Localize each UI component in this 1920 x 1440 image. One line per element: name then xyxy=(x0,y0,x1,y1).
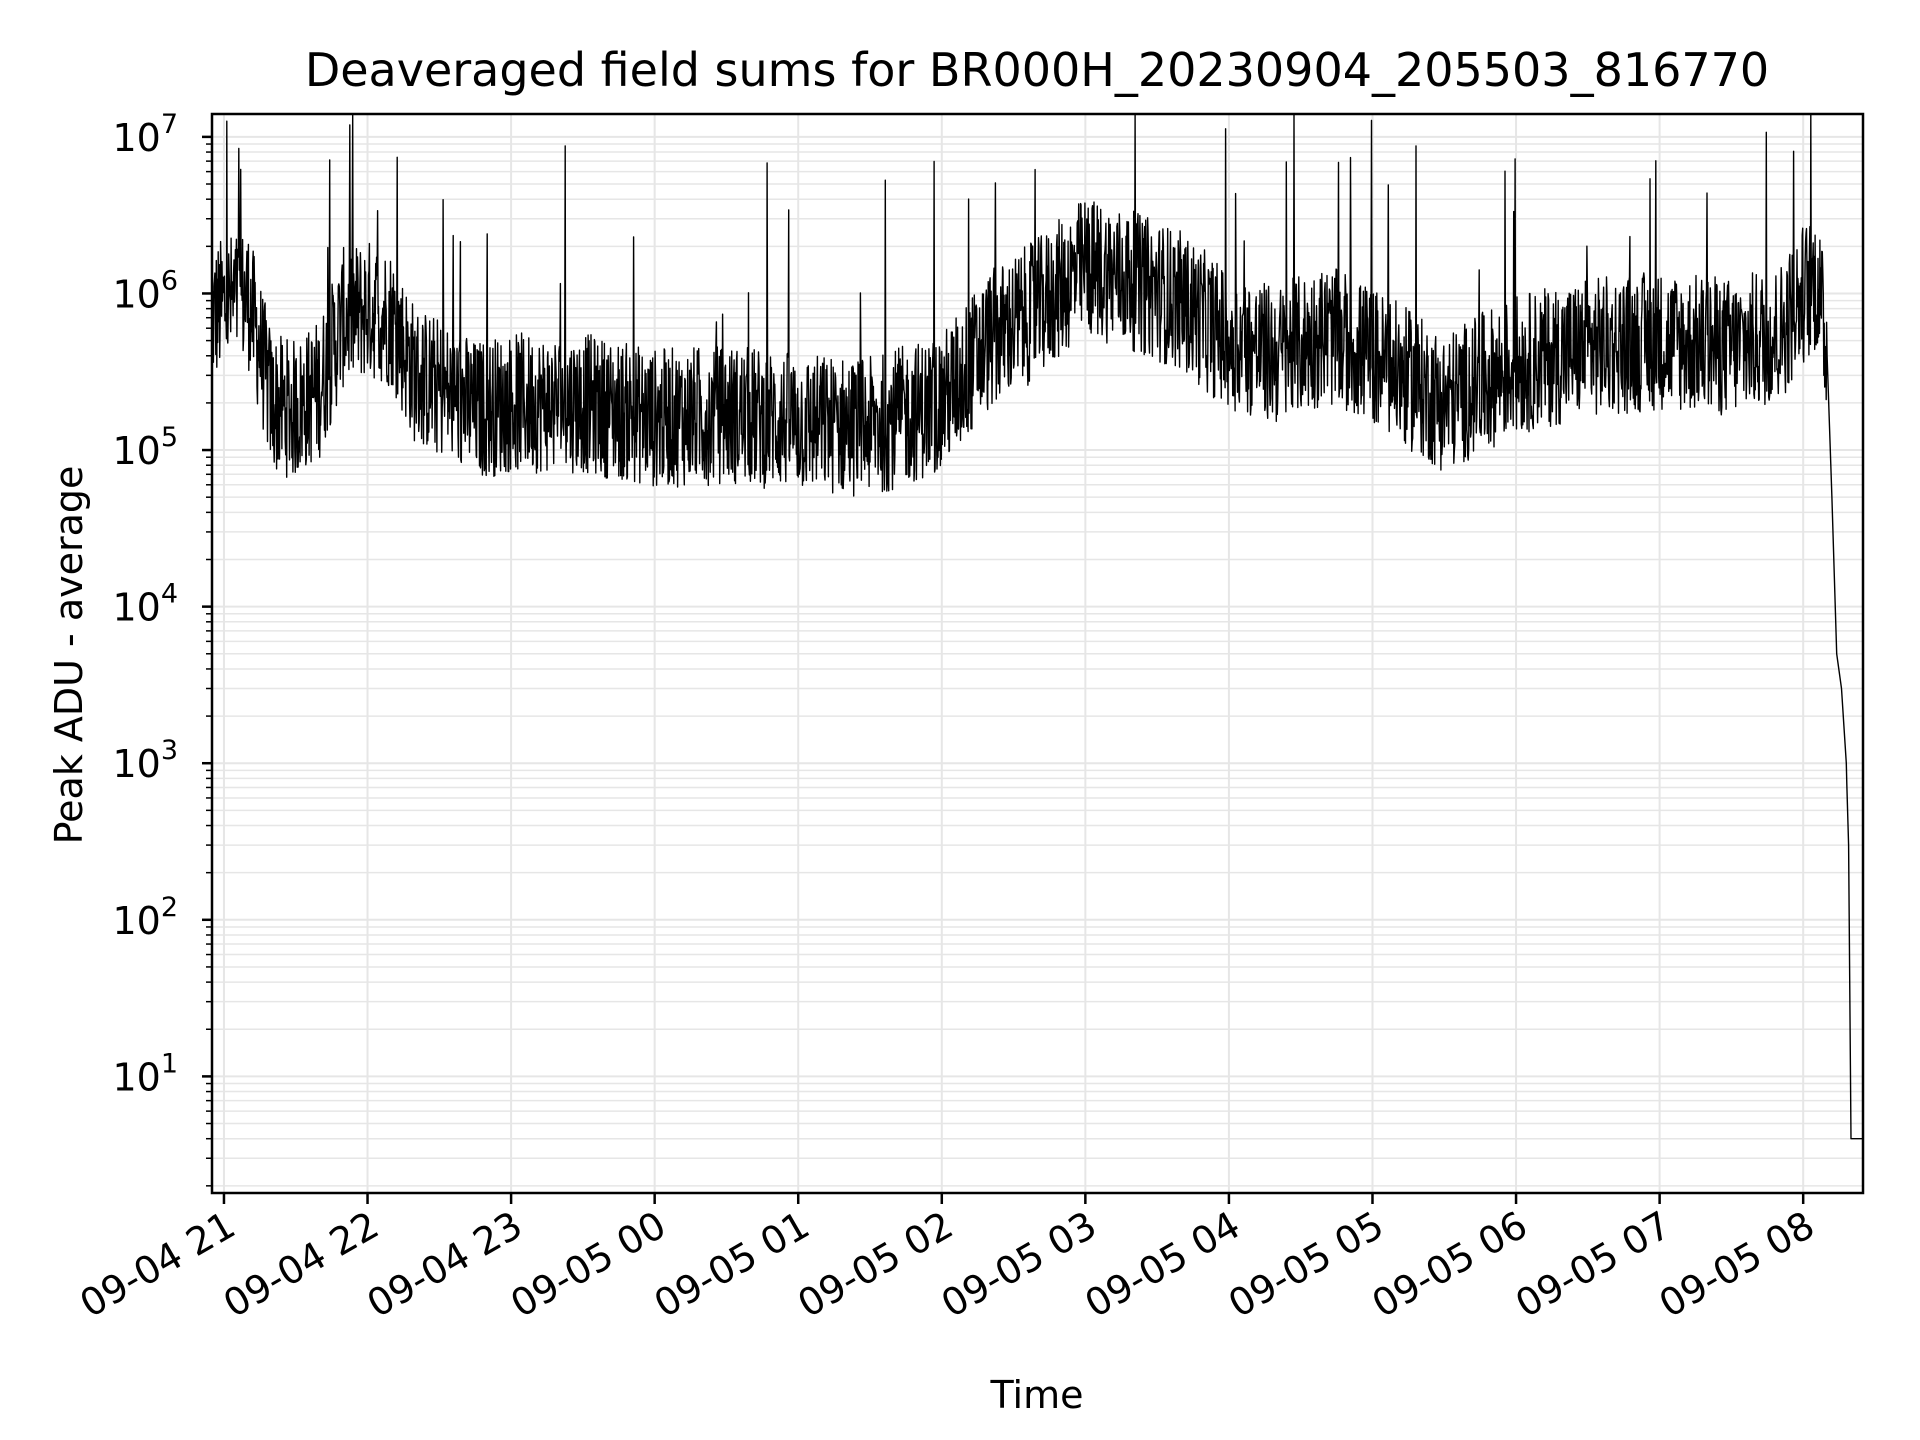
y-tick-label: 104 xyxy=(112,579,178,630)
y-tick-label: 106 xyxy=(112,265,178,316)
gridlines xyxy=(212,114,1863,1193)
series-layer xyxy=(211,113,1863,1140)
chart-title: Deaveraged field sums for BR000H_2023090… xyxy=(305,43,1769,97)
y-tick-label: 102 xyxy=(112,892,178,943)
x-axis-label: Time xyxy=(990,1373,1084,1417)
y-tick-label: 101 xyxy=(112,1048,178,1099)
y-axis: 101 102 103 104 105 106 107 xyxy=(112,109,212,1187)
y-tick-label: 103 xyxy=(112,735,178,786)
series-line xyxy=(211,113,1863,1140)
y-tick-label: 105 xyxy=(112,422,178,473)
y-axis-label: Peak ADU - average xyxy=(47,466,91,845)
y-tick-label: 107 xyxy=(112,109,178,160)
